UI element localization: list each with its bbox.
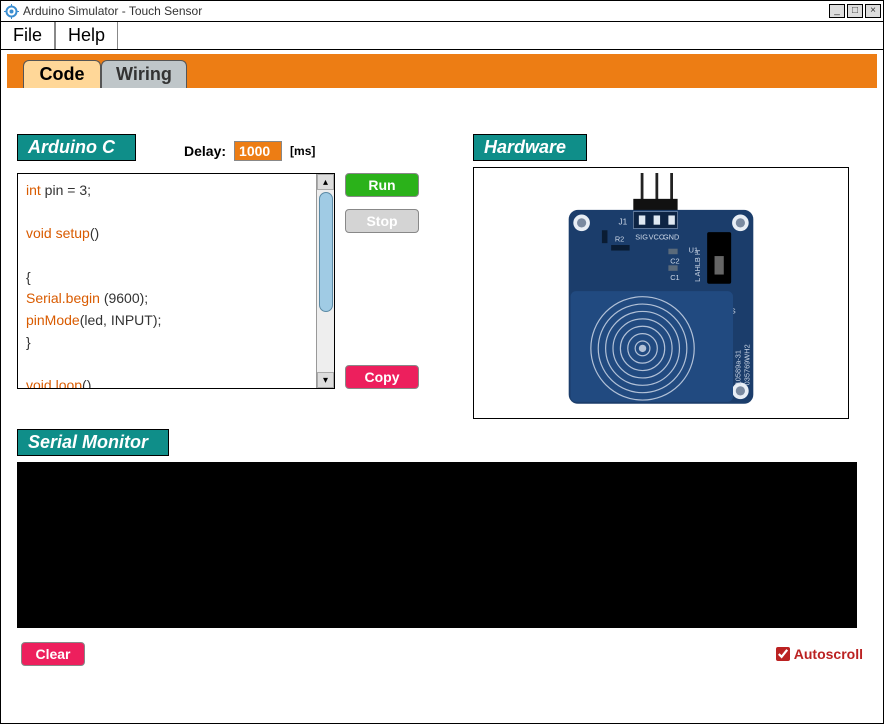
serial-monitor[interactable] [17, 462, 857, 628]
scroll-up-icon[interactable]: ▴ [317, 174, 334, 190]
touch-sensor-icon: SIGVCCGNDJ1R2C2C1U1L AHLB HTMS10589a-310… [551, 173, 771, 413]
tab-code[interactable]: Code [23, 60, 101, 88]
maximize-button[interactable]: □ [847, 4, 863, 18]
autoscroll-checkbox[interactable] [776, 647, 790, 661]
svg-text:10589a-31: 10589a-31 [733, 350, 742, 385]
menu-bar: File Help [0, 22, 884, 50]
svg-text:C2: C2 [670, 256, 679, 265]
run-button[interactable]: Run [345, 173, 419, 197]
svg-text:GND: GND [663, 232, 679, 241]
serial-panel-label: Serial Monitor [17, 429, 169, 456]
svg-text:SIG: SIG [635, 232, 648, 241]
delay-input[interactable] [234, 141, 282, 161]
close-button[interactable]: × [865, 4, 881, 18]
hardware-panel-label: Hardware [473, 134, 587, 161]
svg-text:C1: C1 [670, 273, 679, 282]
window-controls: _ □ × [829, 4, 881, 18]
code-scrollbar[interactable]: ▴ ▾ [316, 174, 334, 388]
menu-help[interactable]: Help [55, 22, 118, 49]
svg-text:L AHLB H: L AHLB H [693, 250, 702, 282]
tab-wiring[interactable]: Wiring [101, 60, 187, 88]
delay-label: Delay: [184, 143, 226, 159]
copy-button[interactable]: Copy [345, 365, 419, 389]
code-text: int pin = 3; void setup() { Serial.begin… [18, 174, 316, 388]
window-title: Arduino Simulator - Touch Sensor [23, 4, 829, 18]
autoscroll-toggle[interactable]: Autoscroll [776, 646, 863, 662]
code-column: Arduino C Delay: [ms] int pin = 3; void … [17, 134, 437, 419]
tab-bar: Code Wiring [7, 54, 877, 88]
workspace: Arduino C Delay: [ms] int pin = 3; void … [7, 88, 877, 666]
scroll-thumb[interactable] [319, 192, 333, 312]
code-panel-label: Arduino C [17, 134, 136, 161]
autoscroll-label: Autoscroll [794, 646, 863, 662]
menu-file[interactable]: File [1, 22, 55, 49]
stop-button[interactable]: Stop [345, 209, 419, 233]
clear-button[interactable]: Clear [21, 642, 85, 666]
app-icon [3, 3, 19, 19]
content-frame: Code Wiring Arduino C Delay: [ms] int pi… [0, 50, 884, 724]
svg-text:R2: R2 [615, 234, 624, 243]
delay-unit: [ms] [290, 144, 315, 158]
hardware-viewer: SIGVCCGNDJ1R2C2C1U1L AHLB HTMS10589a-310… [473, 167, 849, 419]
svg-text:J1: J1 [619, 217, 628, 227]
title-bar: Arduino Simulator - Touch Sensor _ □ × [0, 0, 884, 22]
hardware-column: Hardware SIGVCCGNDJ1R2C2C1U1L AHLB HTMS1… [473, 134, 867, 419]
action-buttons: Run Stop Copy [345, 173, 419, 389]
serial-section: Serial Monitor [17, 429, 867, 628]
code-editor[interactable]: int pin = 3; void setup() { Serial.begin… [17, 173, 335, 389]
svg-text:035769WH2: 035769WH2 [743, 344, 752, 385]
footer: Clear Autoscroll [17, 642, 867, 666]
scroll-down-icon[interactable]: ▾ [317, 372, 334, 388]
minimize-button[interactable]: _ [829, 4, 845, 18]
